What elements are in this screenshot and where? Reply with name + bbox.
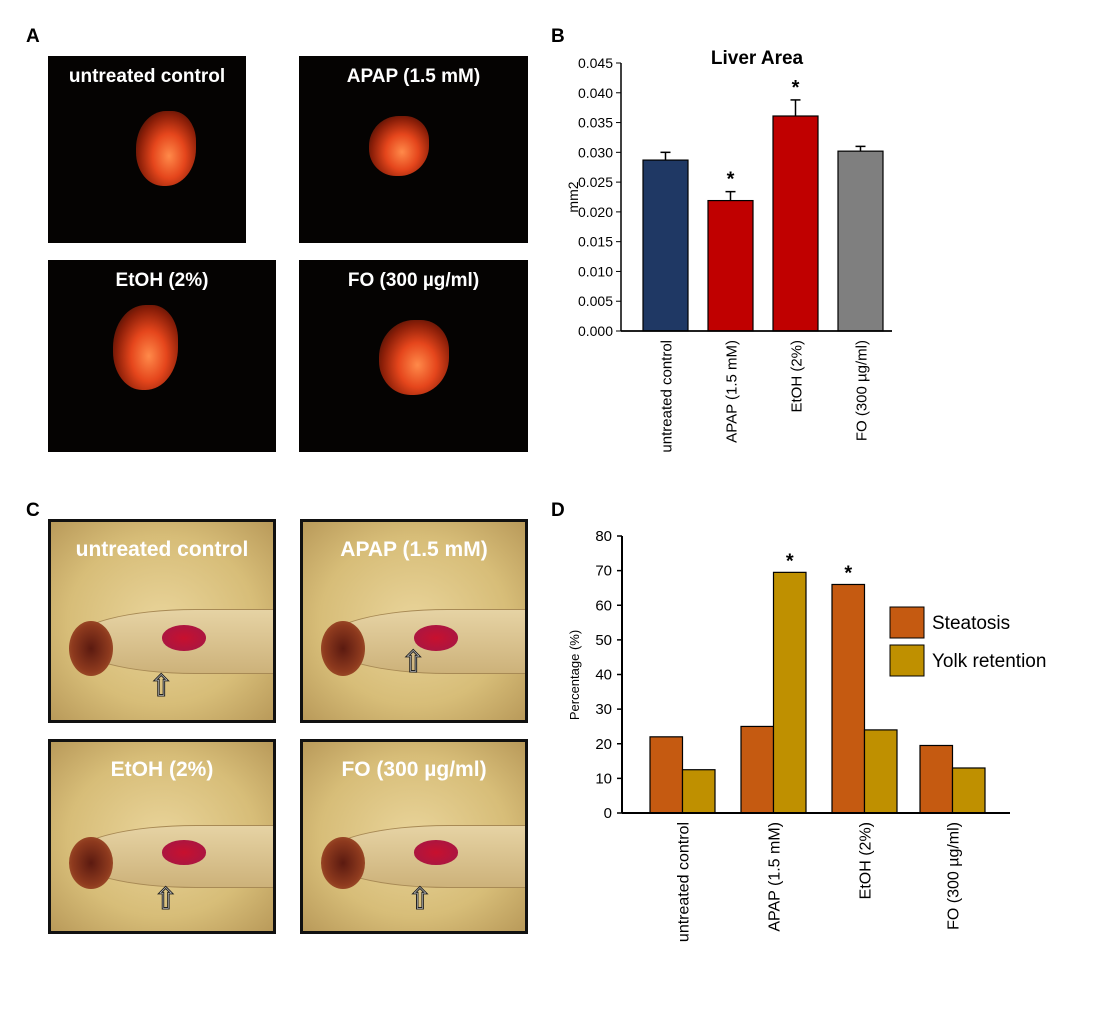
legend-swatch [889, 606, 925, 639]
bar [642, 159, 689, 332]
significance-marker: * [786, 550, 794, 572]
panel-label-c: C [26, 500, 40, 521]
x-tick-label: untreated control [659, 340, 676, 453]
y-axis-label: mm2 [565, 181, 581, 212]
y-tick-label: 70 [595, 563, 612, 580]
x-tick-label: untreated control [676, 822, 693, 942]
bar-steatosis [831, 583, 866, 814]
legend-label: Yolk retention [932, 651, 1046, 672]
y-tick-label: 0.020 [578, 204, 613, 220]
x-tick-label: EtOH (2%) [789, 340, 806, 413]
significance-marker: * [844, 562, 852, 584]
y-axis-label: Percentage (%) [567, 630, 582, 720]
y-tick-label: 0 [604, 805, 612, 822]
chart-title: Liver Area [711, 48, 804, 69]
image-caption: FO (300 µg/ml) [347, 270, 480, 291]
significance-marker: * [727, 169, 735, 191]
bar [837, 150, 884, 332]
y-tick-label: 0.015 [578, 234, 613, 250]
image-caption: APAP (1.5 mM) [340, 538, 488, 561]
image-caption: untreated control [75, 538, 249, 561]
panel-label-a: A [26, 26, 40, 47]
legend-swatch [889, 644, 925, 677]
fluorescence-image-fo: FO (300 µg/ml) [299, 260, 528, 452]
y-tick-label: 20 [595, 736, 612, 753]
bar [772, 115, 819, 332]
x-tick-label: EtOH (2%) [858, 822, 875, 899]
y-tick-label: 0.030 [578, 144, 613, 160]
image-caption: APAP (1.5 mM) [346, 66, 481, 87]
bar-steatosis [740, 725, 775, 814]
stained-image-etoh: ⇧ EtOH (2%) [48, 739, 276, 934]
y-tick-label: 50 [595, 632, 612, 649]
x-tick-label: APAP (1.5 mM) [767, 822, 784, 932]
bar-steatosis [919, 744, 954, 814]
significance-marker: * [792, 77, 800, 99]
panel-label-d: D [551, 500, 565, 521]
x-tick-label: FO (300 µg/ml) [946, 822, 963, 930]
fluorescence-image-apap: APAP (1.5 mM) [299, 56, 528, 243]
stained-image-untreated: ⇧ untreated control [48, 519, 276, 723]
stained-image-apap: ⇧ APAP (1.5 mM) [300, 519, 528, 723]
bar-steatosis [649, 736, 684, 814]
image-caption: untreated control [68, 66, 226, 87]
y-tick-label: 30 [595, 701, 612, 718]
y-tick-label: 40 [595, 667, 612, 684]
x-tick-label: FO (300 µg/ml) [854, 340, 871, 441]
fluorescence-image-etoh: EtOH (2%) [48, 260, 276, 452]
y-tick-label: 0.005 [578, 293, 613, 309]
y-tick-label: 80 [595, 528, 612, 545]
bar-yolk-retention [951, 767, 986, 814]
bar-yolk-retention [772, 571, 807, 814]
y-tick-label: 10 [595, 770, 612, 787]
y-tick-label: 0.040 [578, 85, 613, 101]
stained-image-fo: ⇧ FO (300 µg/ml) [300, 739, 528, 934]
fluorescence-image-untreated: untreated control [48, 56, 246, 243]
y-tick-label: 0.010 [578, 263, 613, 279]
x-tick-label: APAP (1.5 mM) [724, 340, 741, 443]
bar-yolk-retention [863, 729, 898, 814]
image-caption: FO (300 µg/ml) [341, 758, 487, 781]
y-tick-label: 0.035 [578, 115, 613, 131]
y-tick-label: 0.000 [578, 323, 613, 339]
y-tick-label: 0.025 [578, 174, 613, 190]
panel-label-b: B [551, 26, 565, 47]
y-tick-label: 0.045 [578, 55, 613, 71]
image-caption: EtOH (2%) [115, 270, 209, 291]
bar-yolk-retention [681, 769, 716, 814]
legend-label: Steatosis [932, 613, 1010, 634]
image-caption: EtOH (2%) [110, 758, 214, 781]
y-tick-label: 60 [595, 597, 612, 614]
